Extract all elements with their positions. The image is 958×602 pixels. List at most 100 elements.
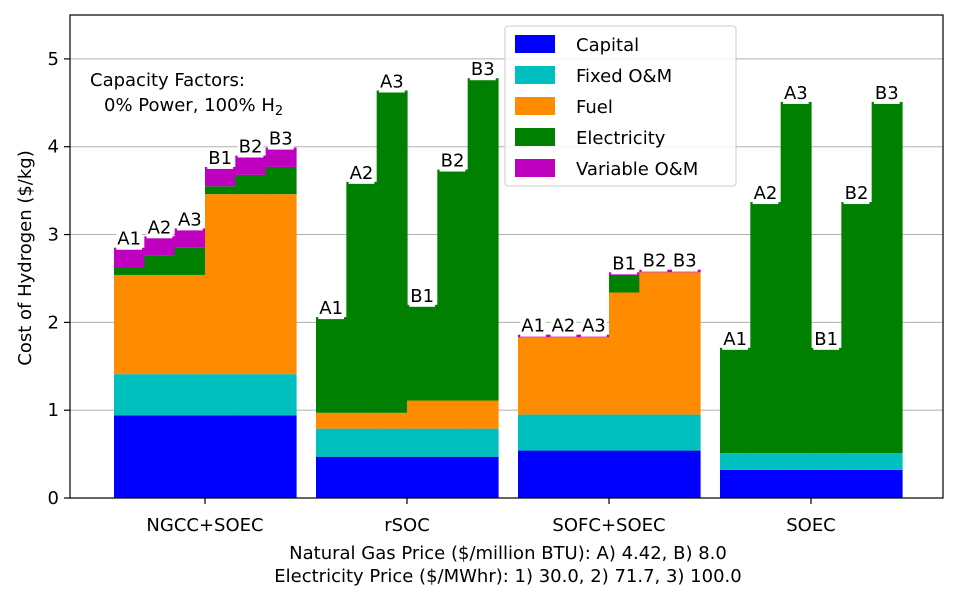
bar-segment-fuel	[235, 194, 267, 375]
scenario-label-bg	[439, 151, 466, 172]
legend-label: Capital	[576, 35, 639, 56]
bar-segment-electricity	[144, 255, 176, 275]
scenario-label-bg	[116, 229, 143, 250]
bar-segment-fuel	[467, 400, 499, 429]
bar-segment-capital	[174, 415, 206, 498]
scenario-label-bg	[176, 210, 203, 231]
scenario-label-bg	[722, 329, 749, 350]
scenario-label: B1	[612, 253, 636, 274]
legend-label: Variable O&M	[576, 159, 698, 180]
x-axis-label-line2: Electricity Price ($/MWhr): 1) 30.0, 2) …	[274, 566, 741, 587]
scenario-label: A3	[784, 83, 808, 104]
scenario-label: A3	[178, 209, 202, 230]
bar-segment-fuel	[205, 194, 236, 375]
scenario-label: A1	[319, 298, 343, 319]
bar-segment-fixed-o-m	[578, 414, 610, 451]
bar-segment-electricity	[316, 317, 347, 413]
bar-segment-fixed-o-m	[467, 428, 499, 457]
scenario-label-bg	[813, 329, 840, 350]
scenario-label: B1	[208, 148, 232, 169]
bar-segment-capital	[437, 456, 469, 498]
x-axis: NGCC+SOEC rSOC SOFC+SOEC SOEC	[146, 498, 836, 536]
bar-segment-capital	[316, 456, 347, 498]
bars	[114, 78, 903, 498]
y-axis: 0 1 2 3 4 5	[48, 49, 70, 509]
bar-segment-fixed-o-m	[811, 453, 842, 470]
bar-segment-fuel	[144, 274, 176, 375]
x-axis-label-line1: Natural Gas Price ($/million BTU): A) 4.…	[289, 543, 727, 564]
bar-segment-capital	[780, 469, 812, 498]
legend-swatch	[515, 128, 555, 146]
scenario-label-bg	[873, 83, 900, 104]
bar-segment-capital	[235, 415, 267, 498]
legend-label: Fuel	[576, 97, 613, 118]
bar-segment-fixed-o-m	[609, 414, 640, 451]
scenario-label-bg	[843, 184, 870, 205]
scenario-label: A2	[754, 183, 778, 204]
scenario-label: B2	[643, 251, 667, 272]
bar-segment-electricity	[467, 78, 499, 401]
bar-segment-electricity	[750, 202, 782, 454]
bar-segment-capital	[346, 456, 378, 498]
bar-segment-capital	[720, 469, 751, 498]
bar-segment-fixed-o-m	[639, 414, 671, 451]
legend-swatch	[515, 97, 555, 115]
bar-segment-capital	[750, 469, 782, 498]
scenario-label-bg	[348, 163, 375, 184]
bar-segment-variable-o-m	[265, 147, 297, 167]
scenario-label: B1	[814, 329, 838, 350]
scenario-label-bg	[469, 60, 496, 81]
scenario-label-bg	[520, 316, 547, 337]
bar-segment-fixed-o-m	[407, 428, 438, 457]
annotation-line2: 0% Power, 100% H2	[104, 95, 283, 119]
scenario-label: B3	[875, 83, 899, 104]
bar-segment-capital	[669, 450, 701, 498]
scenario-label-bg	[146, 218, 173, 239]
bar-segment-capital	[376, 456, 408, 498]
bar-segment-fixed-o-m	[669, 414, 701, 451]
bar-segment-capital	[811, 469, 842, 498]
bar-segment-variable-o-m	[114, 247, 145, 268]
scenario-label: B3	[673, 251, 697, 272]
bar-segment-fuel	[437, 400, 469, 429]
y-tick-label: 5	[48, 49, 59, 70]
scenario-label: B1	[410, 286, 434, 307]
bar-segment-fixed-o-m	[780, 453, 812, 470]
bar-segment-electricity	[841, 202, 873, 454]
scenario-label-bg	[580, 316, 607, 337]
bar-segment-fixed-o-m	[871, 453, 903, 470]
bar-segment-fixed-o-m	[144, 374, 176, 416]
bar-labels: A1 A2 A3 B1 B2 B3 A1 A2 A3 B1 B2 B3 A1 A2 A3 B1 B2 B3 A1 A2…	[116, 59, 900, 350]
scenario-label: A2	[350, 163, 374, 184]
bar-segment-capital	[205, 415, 236, 498]
bar-segment-fuel	[609, 292, 640, 415]
y-tick-label: 2	[48, 312, 59, 333]
bar-segment-electricity	[114, 267, 145, 275]
legend-label: Electricity	[576, 128, 666, 149]
scenario-label-bg	[267, 129, 294, 150]
capacity-factor-annotation: Capacity Factors: 0% Power, 100% H2	[90, 70, 283, 119]
scenario-label-bg	[611, 254, 638, 275]
bar-segment-capital	[871, 469, 903, 498]
bar-segment-electricity	[235, 174, 267, 195]
x-tick-label: rSOC	[384, 515, 430, 536]
bar-segment-fuel	[578, 337, 610, 415]
scenario-label: A2	[148, 217, 172, 238]
bar-segment-fixed-o-m	[205, 374, 236, 416]
bar-segment-fixed-o-m	[841, 453, 873, 470]
bar-segment-fixed-o-m	[316, 428, 347, 457]
bar-segment-electricity	[265, 166, 297, 195]
bar-segment-capital	[639, 450, 671, 498]
x-tick-label: SOEC	[786, 515, 836, 536]
bar-segment-fixed-o-m	[265, 374, 297, 416]
bar-segment-capital	[841, 469, 873, 498]
bar-segment-capital	[518, 450, 549, 498]
scenario-label-bg	[641, 251, 668, 272]
bar-segment-fuel	[639, 272, 671, 415]
bar-segment-fuel	[669, 272, 701, 415]
scenario-label: B3	[471, 59, 495, 80]
bar-segment-fixed-o-m	[376, 428, 408, 457]
bar-segment-electricity	[437, 169, 469, 401]
scenario-label-bg	[752, 184, 779, 205]
